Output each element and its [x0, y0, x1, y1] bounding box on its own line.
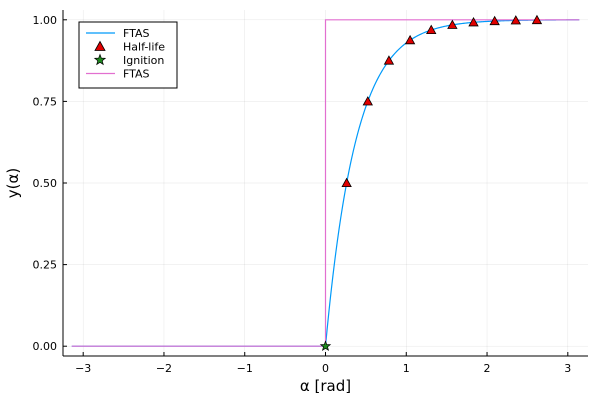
half-life-point [531, 14, 543, 25]
x-axis-title: α [rad] [300, 377, 351, 395]
x-tick-label: −2 [156, 362, 172, 375]
x-tick-label: 2 [484, 362, 491, 375]
half-life-point [362, 96, 373, 106]
x-tick-label: −1 [237, 362, 253, 375]
half-life-point [404, 34, 416, 45]
x-tick-label: 3 [564, 362, 571, 375]
half-life-point [426, 24, 437, 34]
y-tick-label: 0.75 [33, 95, 58, 108]
legend-label: FTAS [123, 68, 150, 81]
half-life-point [489, 15, 500, 26]
y-tick-label: 0.25 [33, 259, 58, 272]
half-life-point [510, 15, 521, 25]
half-life-point [383, 55, 395, 65]
ticks: −3 −2 −1 0 1 2 3 0.00 0.25 0.50 0.75 1.00 [33, 14, 572, 375]
x-tick-label: −3 [75, 362, 91, 375]
plot-area [71, 14, 580, 352]
half-life-point [468, 17, 479, 27]
legend-swatch-star [93, 53, 107, 66]
ignition-point [319, 340, 332, 352]
y-axis-title: y(α) [4, 168, 22, 198]
half-life-point [447, 19, 458, 29]
legend-label: Half-life [123, 41, 165, 54]
y-tick-label: 1.00 [33, 14, 58, 27]
y-tick-label: 0.50 [33, 177, 58, 190]
y-tick-label: 0.00 [33, 340, 58, 353]
x-tick-label: 1 [403, 362, 410, 375]
x-tick-label: 0 [322, 362, 329, 375]
half-life-point [341, 177, 352, 187]
legend-label: FTAS [123, 27, 150, 40]
legend-label: Ignition [123, 54, 164, 67]
legend-swatch-triangle [94, 40, 106, 51]
